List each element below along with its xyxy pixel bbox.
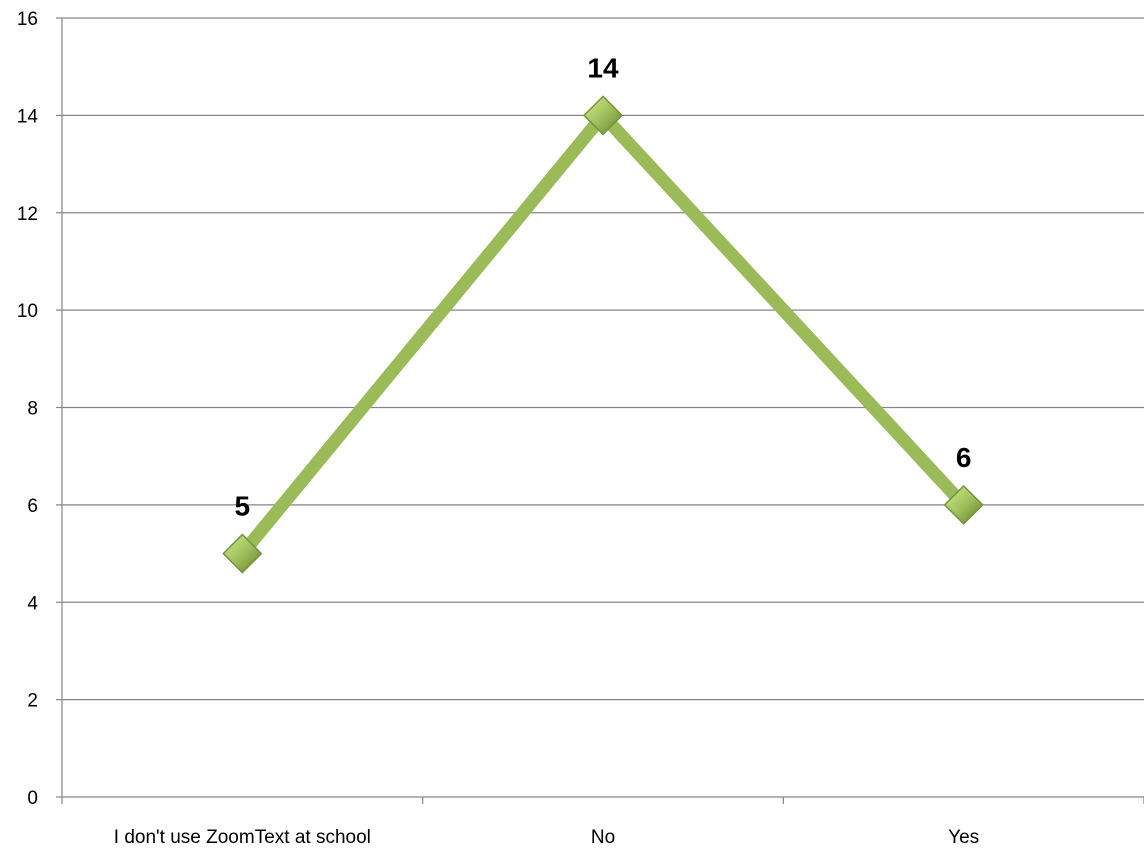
y-tick-label: 0 (27, 788, 38, 809)
axes (56, 17, 1144, 804)
data-label: 14 (587, 52, 619, 83)
data-label: 5 (235, 491, 251, 522)
data-point-marker (943, 484, 984, 525)
data-labels: 5 14 6 (235, 52, 972, 521)
x-tick-label: No (591, 827, 615, 848)
series-markers (222, 95, 984, 574)
y-tick-label: 8 (27, 399, 38, 420)
y-tick-label: 2 (27, 691, 38, 712)
data-point-marker (222, 533, 263, 574)
x-tick-label: I don't use ZoomText at school (114, 827, 371, 848)
x-tick-label: Yes (948, 827, 979, 848)
y-tick-label: 16 (17, 9, 38, 30)
data-point-marker (582, 95, 624, 136)
y-axis-tick-labels: 0 2 4 6 8 10 12 14 16 (17, 9, 39, 809)
y-tick-label: 4 (27, 593, 38, 614)
y-tick-label: 6 (27, 496, 38, 517)
data-label: 6 (956, 442, 972, 473)
x-axis-tick-labels: I don't use ZoomText at school No Yes (114, 827, 979, 848)
gridlines (62, 17, 1144, 701)
y-tick-label: 14 (17, 106, 39, 127)
y-tick-label: 10 (17, 301, 38, 322)
series-line (237, 105, 969, 558)
series-line-group (237, 105, 969, 558)
y-tick-label: 12 (17, 204, 38, 225)
